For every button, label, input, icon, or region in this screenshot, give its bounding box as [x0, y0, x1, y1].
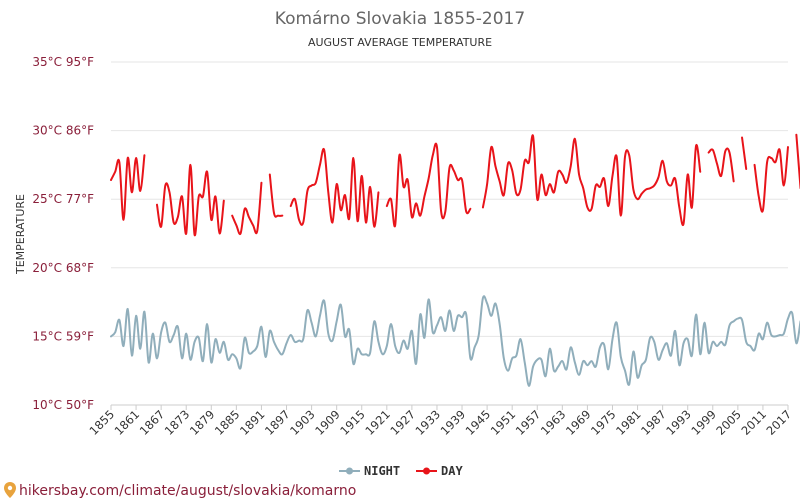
source-link[interactable]: hikersbay.com/climate/august/slovakia/ko… [4, 482, 356, 499]
x-axis-ticks: 1855186118671873187918851891189719031909… [87, 405, 795, 438]
legend-label-night: NIGHT [364, 464, 400, 478]
x-tick-label: 1945 [463, 407, 494, 438]
series-line-day [231, 181, 263, 236]
x-tick-label: 1879 [187, 407, 218, 438]
series-line-day [707, 147, 735, 183]
y-tick-label: 25°C 77°F [32, 192, 94, 206]
x-tick-label: 1963 [538, 407, 569, 438]
y-tick-label: 15°C 59°F [32, 329, 94, 343]
x-tick-label: 1999 [688, 407, 719, 438]
series-line-day [155, 163, 225, 236]
location-pin-icon [4, 482, 16, 498]
legend-item-day[interactable]: DAY [416, 464, 463, 478]
series-line-day [289, 147, 380, 228]
x-tick-label: 1981 [613, 407, 644, 438]
x-tick-label: 1867 [137, 407, 168, 438]
series-line-night [110, 295, 800, 387]
x-tick-label: 1987 [638, 407, 669, 438]
source-url[interactable]: hikersbay.com/climate/august/slovakia/ko… [19, 483, 356, 499]
series-lines [110, 133, 800, 387]
grid [111, 61, 788, 406]
series-night [110, 295, 800, 387]
series-line-day [110, 154, 146, 221]
x-tick-label: 1975 [588, 407, 619, 438]
y-tick-label: 30°C 86°F [32, 124, 94, 138]
x-tick-label: 1933 [412, 407, 443, 438]
series-day [110, 133, 800, 236]
x-tick-label: 1897 [262, 407, 293, 438]
legend: NIGHT DAY [339, 464, 463, 478]
x-tick-label: 2017 [764, 407, 795, 438]
x-tick-label: 1951 [488, 407, 519, 438]
y-tick-label: 10°C 50°F [32, 398, 94, 412]
x-tick-label: 1891 [237, 407, 268, 438]
x-tick-label: 1921 [362, 407, 393, 438]
y-axis-label: TEMPERATURE [14, 194, 27, 275]
legend-label-day: DAY [441, 464, 463, 478]
x-tick-label: 2011 [738, 407, 769, 438]
legend-item-night[interactable]: NIGHT [339, 464, 400, 478]
series-line-day [753, 146, 789, 213]
x-tick-label: 1993 [663, 407, 694, 438]
y-tick-label: 20°C 68°F [32, 261, 94, 275]
series-line-day [268, 173, 284, 218]
x-tick-label: 1873 [162, 407, 193, 438]
x-tick-label: 1969 [563, 407, 594, 438]
x-tick-label: 1957 [513, 407, 544, 438]
series-line-day [741, 136, 748, 171]
series-line-day [481, 134, 702, 227]
chart-subtitle: AUGUST AVERAGE TEMPERATURE [308, 36, 492, 49]
x-tick-label: 1903 [287, 407, 318, 438]
x-tick-label: 1939 [438, 407, 469, 438]
chart-title: Komárno Slovakia 1855-2017 [275, 9, 525, 29]
x-tick-label: 1885 [212, 407, 243, 438]
series-line-day [795, 133, 800, 190]
series-line-day [385, 142, 472, 228]
y-tick-label: 35°C 95°F [32, 55, 94, 69]
x-tick-label: 1915 [337, 407, 368, 438]
x-tick-label: 1861 [112, 407, 143, 438]
y-axis-ticks: 10°C 50°F 15°C 59°F 20°C 68°F 25°C 77°F 30°C… [32, 55, 94, 412]
x-tick-label: 1909 [312, 407, 343, 438]
x-tick-label: 2005 [713, 407, 744, 438]
x-tick-label: 1927 [387, 407, 418, 438]
